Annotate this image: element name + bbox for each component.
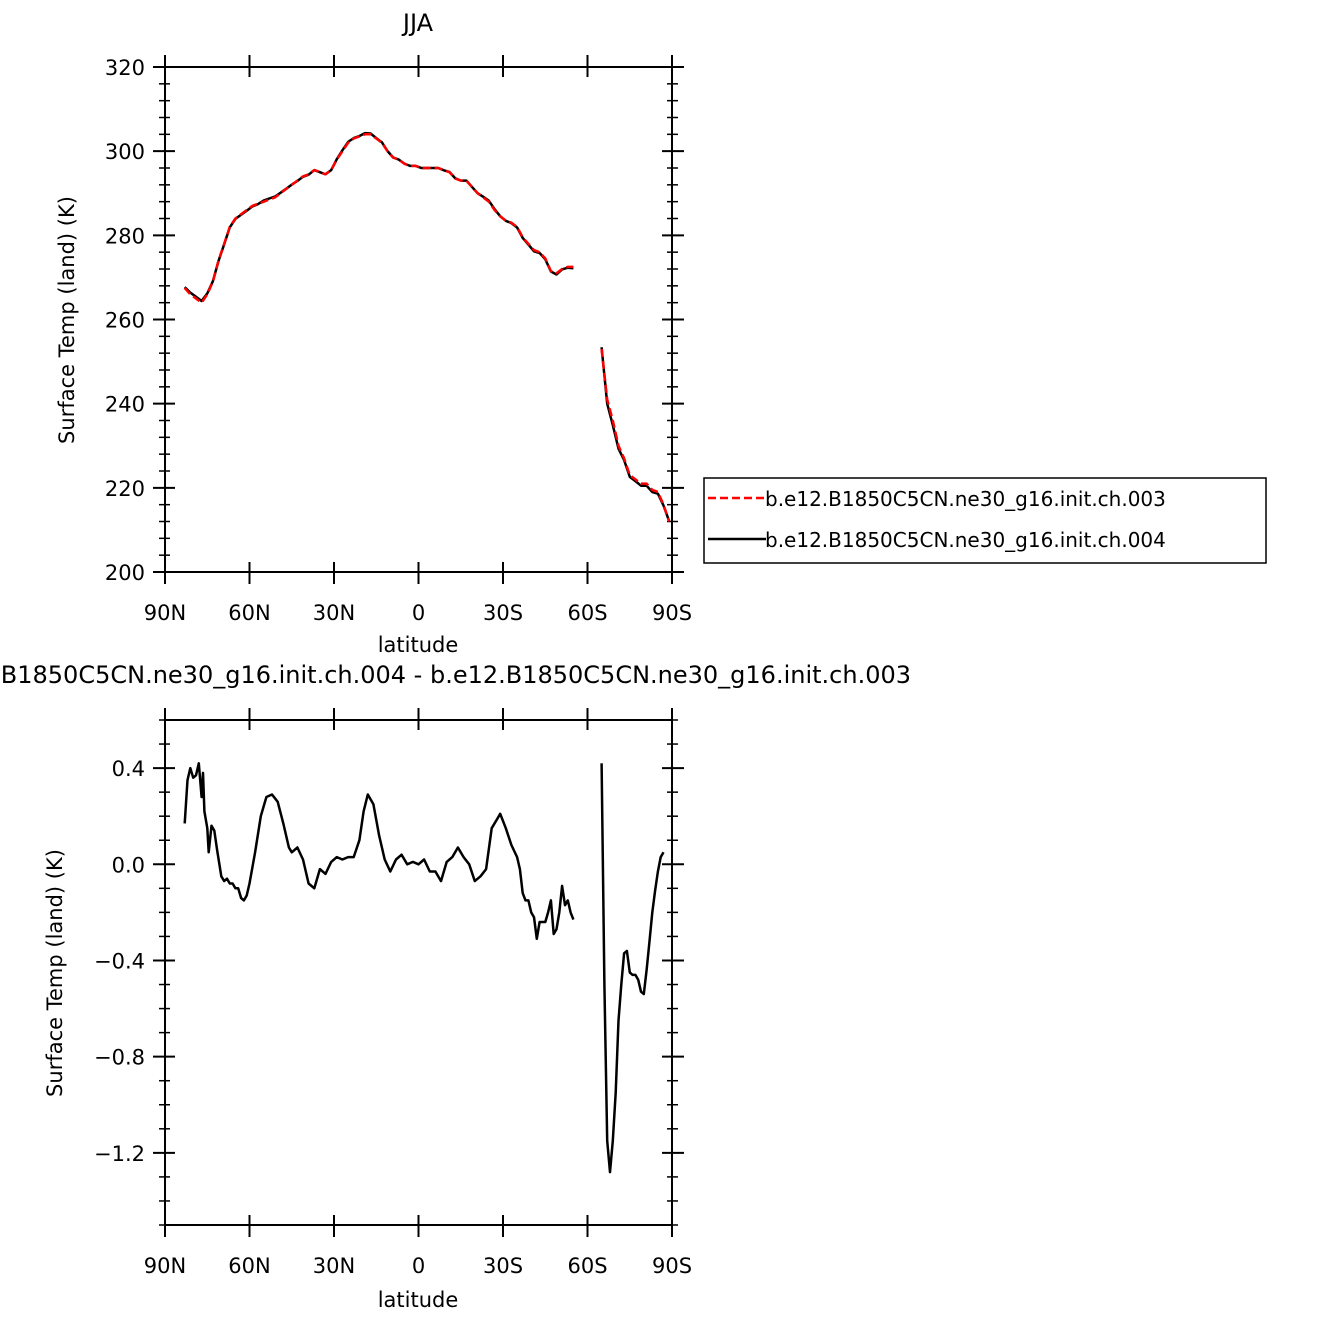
series-line-004-segment-1 [600, 347, 671, 522]
bottom-x-tick-labels: 90N 60N 30N 0 30S 60S 90S [144, 1254, 692, 1278]
difference-line-segment-0 [183, 762, 575, 941]
legend-label-ch004: b.e12.B1850C5CN.ne30_g16.init.ch.004 [765, 528, 1166, 552]
x-tick-label: 90N [144, 601, 186, 625]
x-tick-label: 30N [313, 601, 355, 625]
x-tick-label: 30N [313, 1254, 355, 1278]
y-tick-label: −0.8 [94, 1046, 145, 1070]
difference-line-segment-1 [600, 763, 665, 1174]
top-tick-marks [153, 55, 684, 584]
y-tick-label: 260 [105, 309, 145, 333]
bottom-panel: b.e12.B1850C5CN.ne30_g16.init.ch.004 - b… [0, 661, 911, 1312]
x-tick-label: 60S [567, 601, 607, 625]
y-tick-label: 300 [105, 140, 145, 164]
bottom-plot-frame [164, 719, 673, 1226]
top-y-axis-label: Surface Temp (land) (K) [55, 196, 79, 444]
x-tick-label: 30S [483, 601, 523, 625]
bottom-x-axis-label: latitude [378, 1288, 459, 1312]
x-tick-label: 90N [144, 1254, 186, 1278]
top-panel: JJA 200 220 240 260 280 300 320 90N 60N 30N 0 30S 6… [55, 9, 692, 657]
x-tick-label: 0 [412, 1254, 425, 1278]
y-tick-label: −1.2 [94, 1142, 145, 1166]
bottom-chart-title: b.e12.B1850C5CN.ne30_g16.init.ch.004 - b… [0, 661, 911, 689]
y-tick-label: 0.0 [112, 853, 145, 877]
top-plot-frame [164, 66, 673, 573]
top-y-tick-labels: 200 220 240 260 280 300 320 [105, 56, 145, 585]
x-tick-label: 90S [652, 601, 692, 625]
y-tick-label: 320 [105, 56, 145, 80]
legend: b.e12.B1850C5CN.ne30_g16.init.ch.003 b.e… [703, 477, 1267, 564]
x-tick-label: 60S [567, 1254, 607, 1278]
series-line-004-segment-0 [183, 131, 574, 303]
y-tick-label: 240 [105, 393, 145, 417]
top-series-lines [183, 131, 671, 522]
y-tick-label: 0.4 [112, 757, 145, 781]
y-tick-label: 280 [105, 224, 145, 248]
x-tick-label: 30S [483, 1254, 523, 1278]
bottom-y-axis-label: Surface Temp (land) (K) [43, 849, 67, 1097]
series-line-003-segment-0 [183, 133, 574, 304]
top-chart-title: JJA [401, 9, 434, 37]
x-tick-label: 90S [652, 1254, 692, 1278]
y-tick-label: −0.4 [94, 949, 145, 973]
y-tick-label: 220 [105, 477, 145, 501]
x-tick-label: 60N [228, 601, 270, 625]
legend-box [703, 477, 1267, 564]
series-line-003-segment-1 [600, 348, 671, 522]
x-tick-label: 60N [228, 1254, 270, 1278]
bottom-y-tick-labels: −1.2 −0.8 −0.4 0.0 0.4 [94, 757, 145, 1166]
top-x-tick-labels: 90N 60N 30N 0 30S 60S 90S [144, 601, 692, 625]
legend-label-ch003: b.e12.B1850C5CN.ne30_g16.init.ch.003 [765, 487, 1166, 511]
top-x-axis-label: latitude [378, 633, 459, 657]
y-tick-label: 200 [105, 561, 145, 585]
bottom-series-lines [183, 762, 665, 1174]
x-tick-label: 0 [412, 601, 425, 625]
